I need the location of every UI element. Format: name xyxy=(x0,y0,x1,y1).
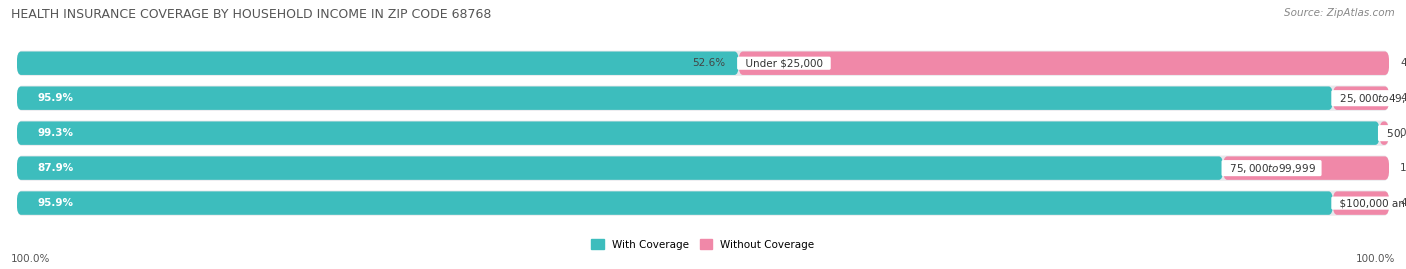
FancyBboxPatch shape xyxy=(17,191,1333,215)
FancyBboxPatch shape xyxy=(17,51,738,75)
Text: 99.3%: 99.3% xyxy=(38,128,73,138)
Legend: With Coverage, Without Coverage: With Coverage, Without Coverage xyxy=(588,235,818,254)
Text: Under $25,000: Under $25,000 xyxy=(738,58,830,68)
Text: 100.0%: 100.0% xyxy=(11,254,51,264)
FancyBboxPatch shape xyxy=(17,86,1333,110)
Text: HEALTH INSURANCE COVERAGE BY HOUSEHOLD INCOME IN ZIP CODE 68768: HEALTH INSURANCE COVERAGE BY HOUSEHOLD I… xyxy=(11,8,492,21)
Text: 87.9%: 87.9% xyxy=(38,163,73,173)
Text: 12.1%: 12.1% xyxy=(1400,163,1406,173)
FancyBboxPatch shape xyxy=(17,86,1389,111)
FancyBboxPatch shape xyxy=(17,121,1389,146)
Text: $25,000 to $49,999: $25,000 to $49,999 xyxy=(1333,92,1406,105)
FancyBboxPatch shape xyxy=(17,51,1389,76)
FancyBboxPatch shape xyxy=(17,121,1379,145)
Text: 52.6%: 52.6% xyxy=(692,58,725,68)
FancyBboxPatch shape xyxy=(1333,86,1389,110)
FancyBboxPatch shape xyxy=(17,190,1389,216)
Text: 95.9%: 95.9% xyxy=(38,198,73,208)
FancyBboxPatch shape xyxy=(17,156,1223,180)
FancyBboxPatch shape xyxy=(1223,156,1389,180)
FancyBboxPatch shape xyxy=(1333,191,1389,215)
Text: 4.1%: 4.1% xyxy=(1400,93,1406,103)
Text: Source: ZipAtlas.com: Source: ZipAtlas.com xyxy=(1284,8,1395,18)
FancyBboxPatch shape xyxy=(17,155,1389,181)
Text: $100,000 and over: $100,000 and over xyxy=(1333,198,1406,208)
Text: 47.4%: 47.4% xyxy=(1400,58,1406,68)
Text: $75,000 to $99,999: $75,000 to $99,999 xyxy=(1223,162,1320,175)
FancyBboxPatch shape xyxy=(738,51,1389,75)
Text: $50,000 to $74,999: $50,000 to $74,999 xyxy=(1379,127,1406,140)
Text: 0.67%: 0.67% xyxy=(1400,128,1406,138)
Text: 95.9%: 95.9% xyxy=(38,93,73,103)
Text: 100.0%: 100.0% xyxy=(1355,254,1395,264)
Text: 4.1%: 4.1% xyxy=(1400,198,1406,208)
FancyBboxPatch shape xyxy=(1379,121,1389,145)
